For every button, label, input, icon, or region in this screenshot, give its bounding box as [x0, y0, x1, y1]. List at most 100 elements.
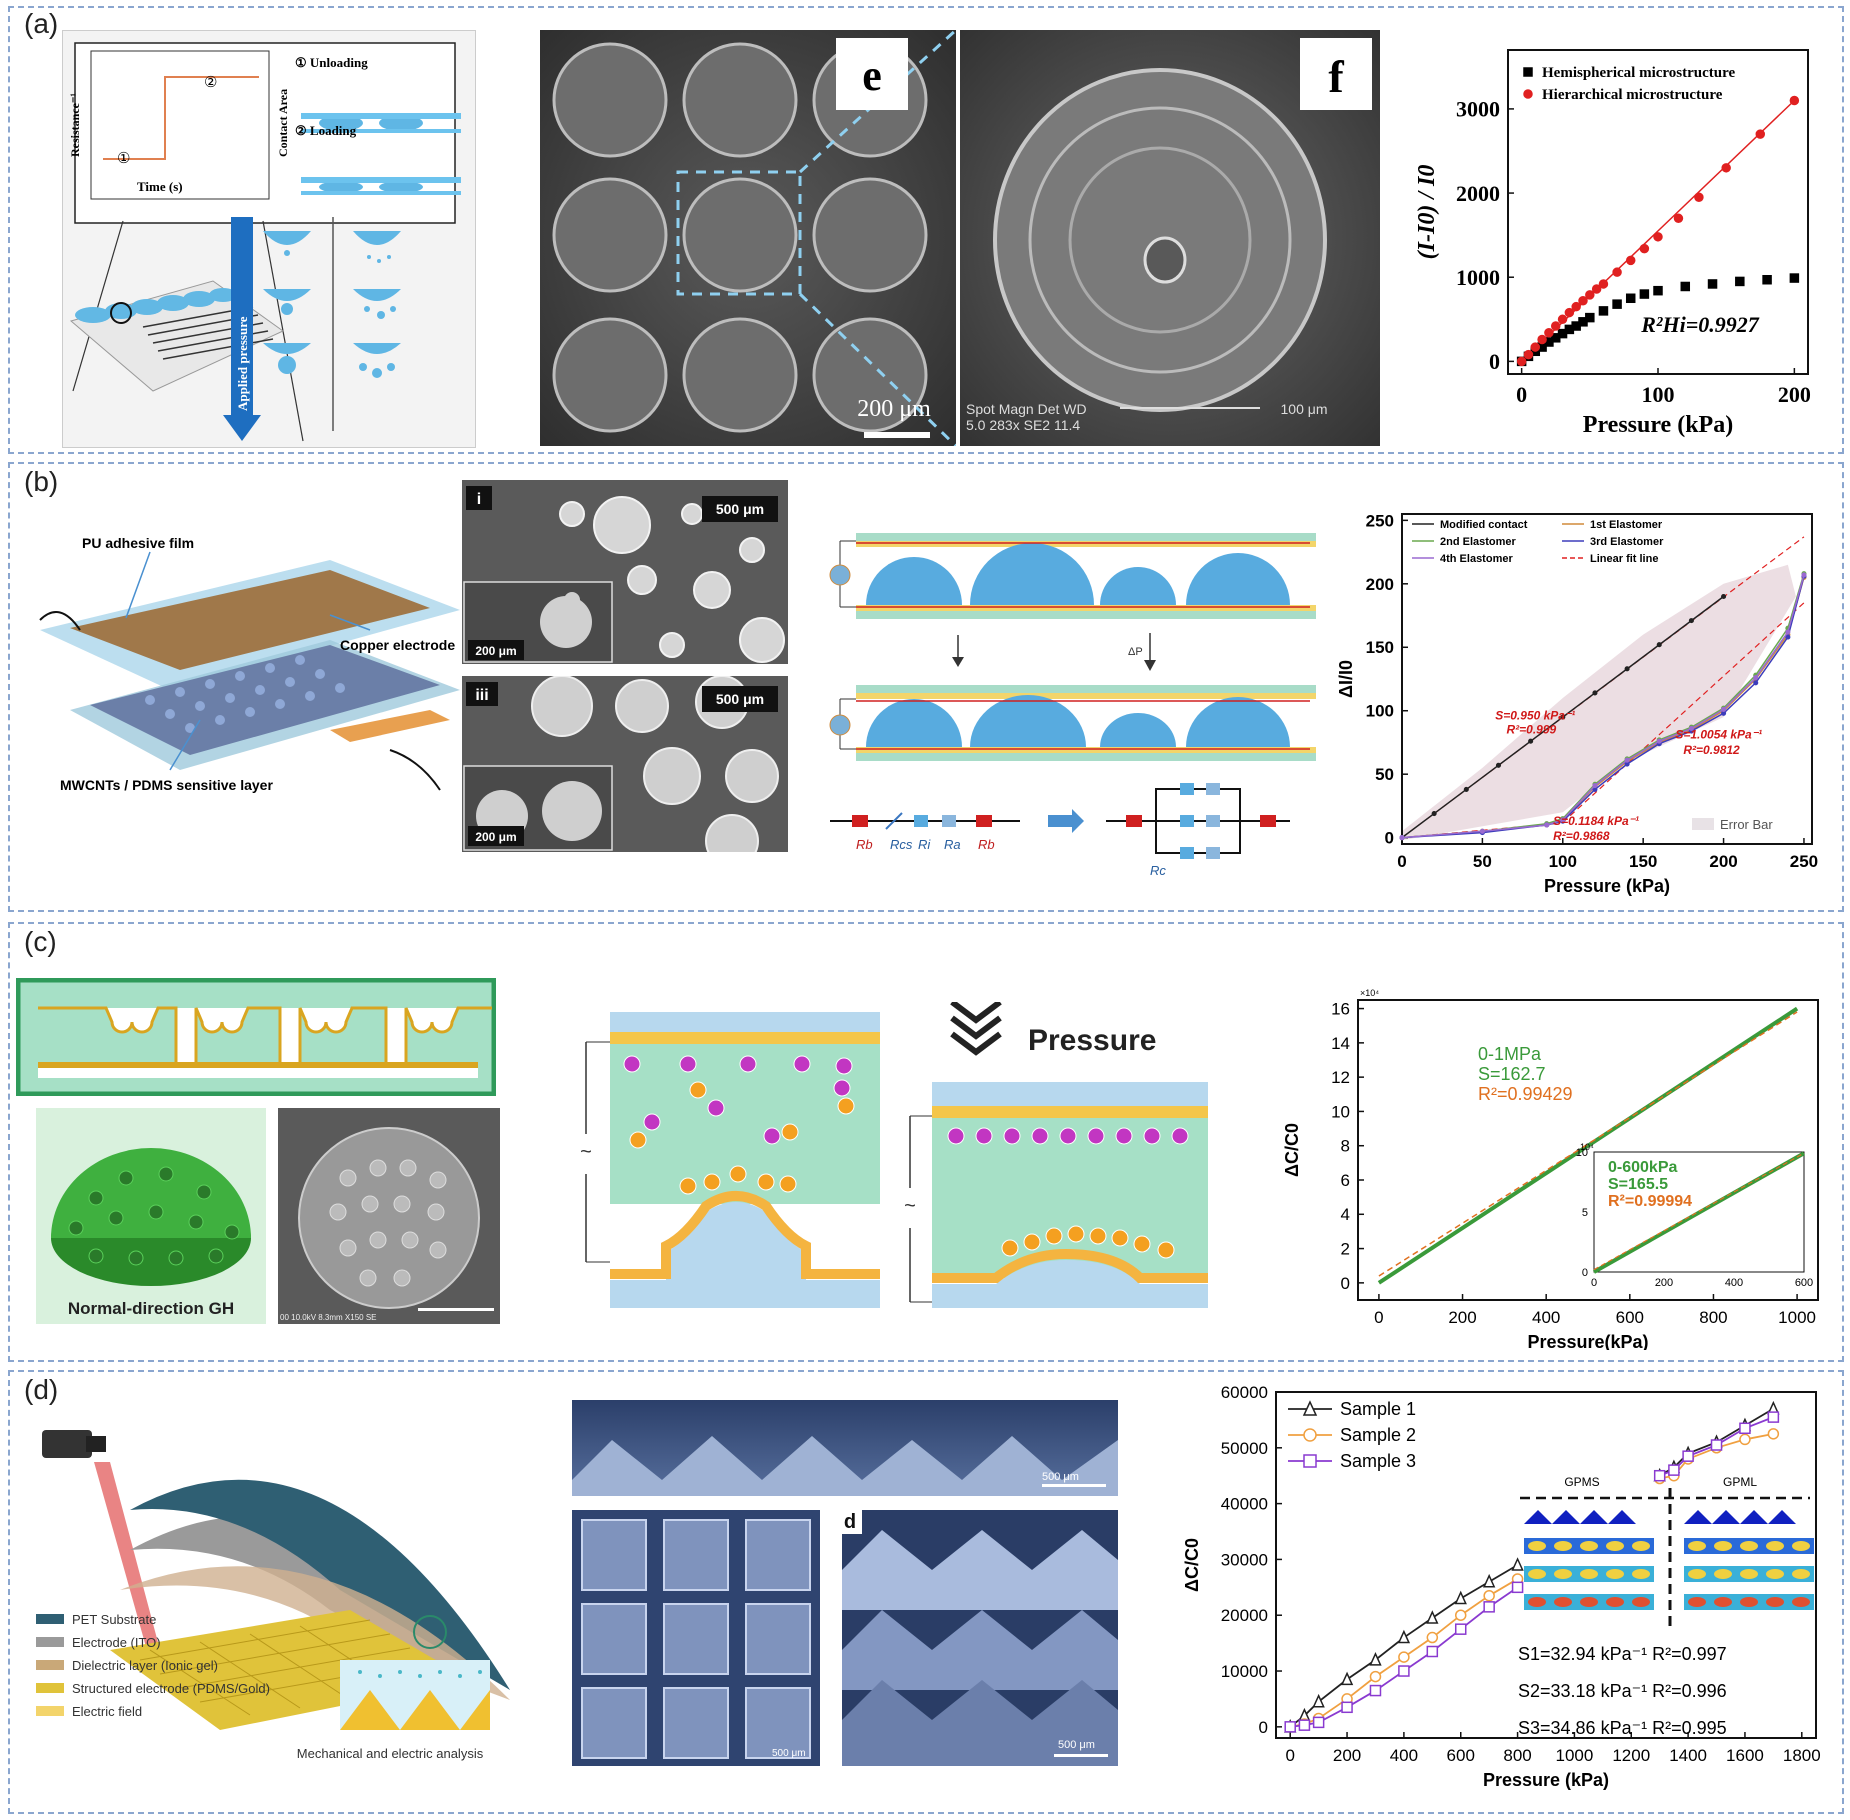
- copper-label: Copper electrode: [340, 637, 455, 653]
- x-tick-label: 0: [1374, 1308, 1383, 1327]
- data-point: [1312, 1716, 1325, 1729]
- y-axis-label: ΔC/C0: [1182, 1538, 1202, 1592]
- y-tick-label: 150: [1366, 638, 1394, 657]
- gh-structure-svg: [15, 977, 497, 1097]
- fit-annotation: S=0.950 kPa⁻¹: [1495, 709, 1575, 723]
- inset-x-tick-label: 400: [1725, 1277, 1743, 1289]
- sim-hotspot: [1528, 1597, 1546, 1607]
- y-tick-label: 16: [1331, 1000, 1350, 1019]
- chart-b: 0 50 100 150 200 250 0 50 100 150 200 250 Pressure (…: [1330, 500, 1830, 908]
- data-point: [1735, 276, 1745, 287]
- r2-annotation: R²Hi=0.9927: [1640, 312, 1760, 337]
- data-point: [1656, 642, 1662, 648]
- data-point: [1585, 312, 1595, 323]
- data-point: [1612, 299, 1622, 309]
- sim-hotspot: [1740, 1597, 1758, 1607]
- circuit-label-rc: Rc: [1150, 863, 1166, 878]
- mech-analysis-label: Mechanical and electric analysis: [297, 1746, 484, 1761]
- data-point: [1694, 192, 1704, 203]
- data-point: [1673, 213, 1684, 224]
- series-line: [1401, 574, 1805, 839]
- sim-hotspot: [1554, 1541, 1572, 1551]
- data-point: [1755, 129, 1766, 139]
- data-point: [1721, 706, 1727, 713]
- x-tick-label: 1200: [1612, 1746, 1650, 1765]
- data-point: [1739, 1422, 1751, 1435]
- panel-d-sem-3d: d 500 μm: [842, 1510, 1118, 1766]
- data-point: [1789, 273, 1800, 283]
- x-axis-label: Pressure (kPa): [1583, 412, 1733, 438]
- fit-annotation: S=0.1184 kPa⁻¹: [1553, 814, 1639, 828]
- y-tick-label: 1000: [1456, 265, 1500, 290]
- legend-d: PET Substrate Electrode (ITO) Dielectric…: [36, 1612, 270, 1719]
- sim-hotspot: [1580, 1541, 1598, 1551]
- circuit-label-rcs: Rcs: [890, 837, 913, 852]
- chart-d-svg: 0 200 400 600 800 1000 1200 1400 1600 1800 0 10000 2…: [1182, 1383, 1821, 1790]
- y-tick-label: 30000: [1221, 1550, 1268, 1569]
- data-point: [1721, 593, 1727, 600]
- sem-d-top-scale: 500 μm: [1042, 1471, 1079, 1483]
- x-tick-label: 50: [1473, 852, 1492, 871]
- data-point: [1298, 1719, 1311, 1731]
- error-legend-label: Error Bar: [1720, 817, 1773, 832]
- sim-label: GPMS: [1564, 1475, 1599, 1489]
- chart-b-svg: 0 50 100 150 200 250 0 50 100 150 200 250 Pressure (…: [1336, 511, 1818, 896]
- data-point: [1785, 629, 1791, 635]
- y-multiplier: ×10⁴: [1360, 988, 1379, 998]
- y-tick-label: 250: [1366, 511, 1394, 530]
- x-tick-label: 0: [1397, 852, 1406, 871]
- data-point: [1721, 163, 1731, 173]
- data-point: [1530, 342, 1541, 352]
- sim-hotspot: [1606, 1541, 1624, 1551]
- data-point: [1767, 1411, 1780, 1423]
- data-point: [1639, 289, 1650, 299]
- gh-model-svg: Normal-direction GH: [51, 1148, 251, 1318]
- y-tick-label: 50: [1375, 765, 1394, 784]
- data-point: [1785, 634, 1791, 640]
- panel-c: [8, 922, 1844, 1362]
- panel-d-schematic-drawing: PET Substrate Electrode (ITO) Dielectric…: [36, 1430, 510, 1761]
- applied-pressure-label: Applied pressure: [235, 316, 250, 411]
- sim-hotspot: [1766, 1569, 1784, 1579]
- y-tick-label: 14: [1331, 1034, 1350, 1053]
- chart-d: 0 200 400 600 800 1000 1200 1400 1600 1800 0 10000 2…: [1170, 1380, 1840, 1810]
- inset-annotation: S=165.5: [1608, 1176, 1668, 1193]
- data-point: [1303, 1454, 1317, 1468]
- sem-d-tag: d: [844, 1511, 856, 1533]
- panel-d-sem-grid: 500 μm: [572, 1510, 820, 1766]
- x-tick-label: 1800: [1783, 1746, 1821, 1765]
- x-tick-label: 1400: [1669, 1746, 1707, 1765]
- x-tick-label: 600: [1447, 1746, 1475, 1765]
- panel-d-schematic: PET Substrate Electrode (ITO) Dielectric…: [30, 1410, 530, 1770]
- sem-d-top-svg: 500 μm: [572, 1436, 1118, 1496]
- sim-hotspot: [1766, 1541, 1784, 1551]
- sim-hotspot: [1714, 1569, 1732, 1579]
- panel-b-sem-iii: iii 500 μm 200 μm: [462, 676, 788, 852]
- data-point: [1537, 334, 1547, 345]
- y-tick-label: 8: [1341, 1137, 1350, 1156]
- data-point: [1585, 290, 1595, 300]
- data-point: [1624, 666, 1630, 672]
- contact-diagram-svg: ΔP Rb Rcs Ri Ra Rb Rc: [829, 533, 1316, 878]
- data-point: [1398, 1665, 1410, 1677]
- data-point: [1578, 296, 1588, 306]
- x-tick-label: 1000: [1556, 1746, 1594, 1765]
- y-tick-label: 0: [1385, 829, 1394, 848]
- legend-label: Hemispherical microstructure: [1542, 65, 1735, 81]
- sensitive-layer-label: MWCNTs / PDMS sensitive layer: [60, 777, 273, 793]
- x-tick-label: 100: [1549, 852, 1577, 871]
- data-point: [1592, 690, 1598, 696]
- sim-hotspot: [1792, 1597, 1810, 1607]
- data-point: [1625, 293, 1636, 304]
- data-point: [1523, 67, 1533, 77]
- sem-d-grid-svg: 500 μm: [581, 1519, 811, 1759]
- gh-label: Normal-direction GH: [68, 1299, 234, 1318]
- sim-hotspot: [1688, 1541, 1706, 1551]
- sim-hotspot: [1766, 1597, 1784, 1607]
- fit-line: [1378, 1011, 1798, 1277]
- gh-model: Normal-direction GH: [36, 1108, 266, 1324]
- data-point: [1598, 306, 1609, 316]
- panel-b-schematic: PU adhesive film Copper electrode MWCNTs…: [30, 520, 460, 820]
- error-band: [1402, 564, 1796, 841]
- inset-multiplier: 10⁴: [1580, 1142, 1594, 1152]
